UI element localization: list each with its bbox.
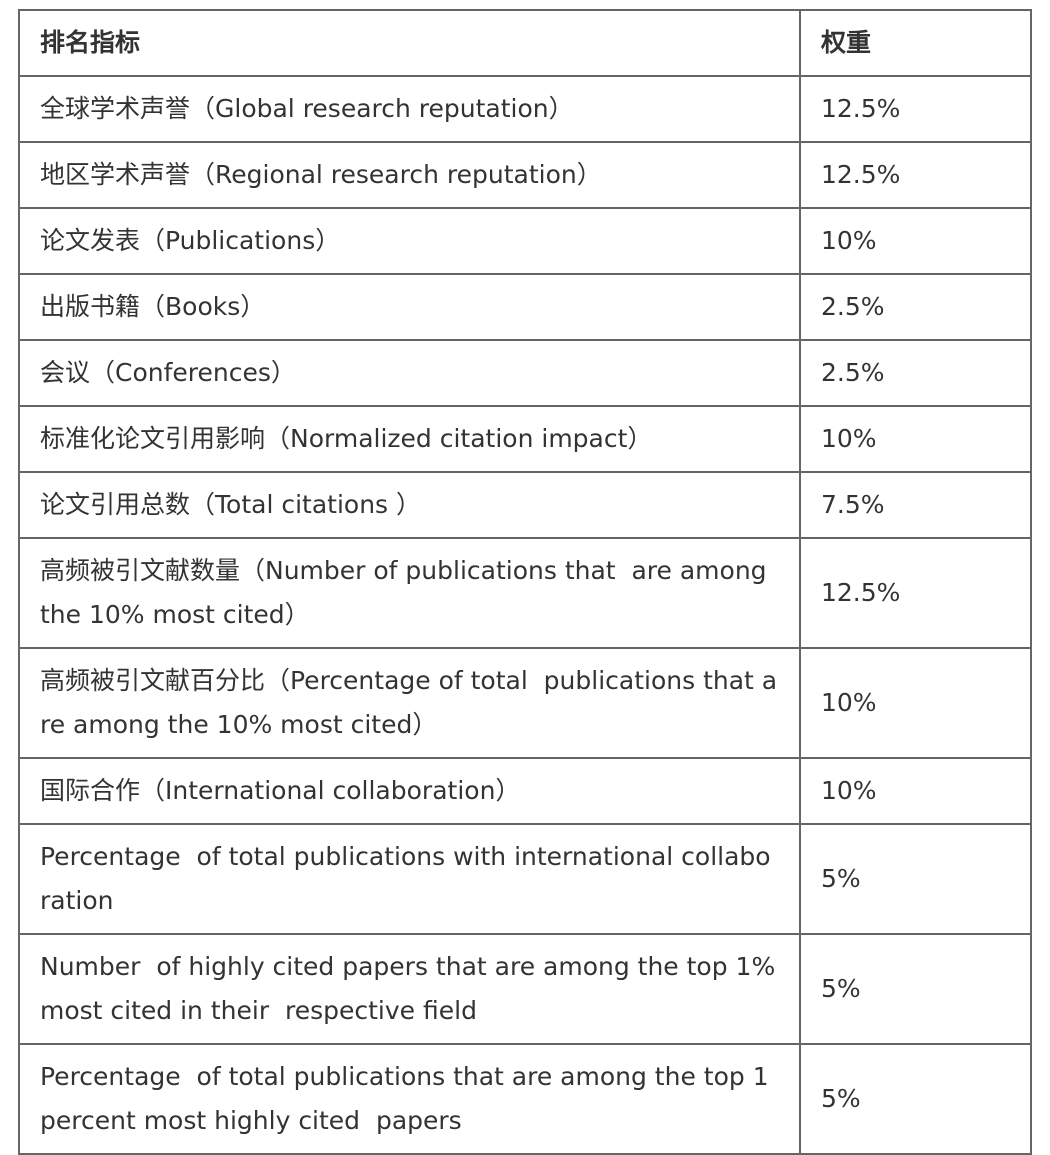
indicator-cell: Percentage of total publications that ar…: [18, 1043, 801, 1155]
ranking-table: 排名指标 权重 全球学术声誉（Global research reputatio…: [18, 9, 1032, 1155]
indicator-cell: 地区学术声誉（Regional research reputation）: [18, 141, 801, 209]
table-row: 全球学术声誉（Global research reputation） 12.5%: [18, 75, 1032, 143]
table-row: 标准化论文引用影响（Normalized citation impact） 10%: [18, 405, 1032, 473]
table-row: 高频被引文献百分比（Percentage of total publicatio…: [18, 647, 1032, 759]
weight-cell: 5%: [799, 933, 1032, 1045]
weight-cell: 10%: [799, 647, 1032, 759]
weight-cell: 2.5%: [799, 273, 1032, 341]
weight-cell: 5%: [799, 1043, 1032, 1155]
header-cell: 排名指标: [18, 9, 801, 77]
weight-cell: 12.5%: [799, 537, 1032, 649]
header-cell: 权重: [799, 9, 1032, 77]
weight-cell: 5%: [799, 823, 1032, 935]
weight-cell: 10%: [799, 207, 1032, 275]
weight-cell: 12.5%: [799, 141, 1032, 209]
indicator-cell: 国际合作（International collaboration）: [18, 757, 801, 825]
indicator-cell: 论文引用总数（Total citations ）: [18, 471, 801, 539]
table-row: Percentage of total publications that ar…: [18, 1043, 1032, 1155]
table-row: 论文引用总数（Total citations ） 7.5%: [18, 471, 1032, 539]
table-row: Percentage of total publications with in…: [18, 823, 1032, 935]
table-body: 排名指标 权重 全球学术声誉（Global research reputatio…: [18, 9, 1032, 1155]
indicator-cell: 全球学术声誉（Global research reputation）: [18, 75, 801, 143]
header-row: 排名指标 权重: [18, 9, 1032, 77]
table-row: Number of highly cited papers that are a…: [18, 933, 1032, 1045]
weight-cell: 12.5%: [799, 75, 1032, 143]
table-row: 会议（Conferences） 2.5%: [18, 339, 1032, 407]
indicator-cell: 高频被引文献百分比（Percentage of total publicatio…: [18, 647, 801, 759]
indicator-cell: 会议（Conferences）: [18, 339, 801, 407]
indicator-cell: Percentage of total publications with in…: [18, 823, 801, 935]
table-row: 国际合作（International collaboration） 10%: [18, 757, 1032, 825]
table-row: 论文发表（Publications） 10%: [18, 207, 1032, 275]
indicator-cell: 标准化论文引用影响（Normalized citation impact）: [18, 405, 801, 473]
weight-cell: 2.5%: [799, 339, 1032, 407]
weight-cell: 7.5%: [799, 471, 1032, 539]
weight-cell: 10%: [799, 405, 1032, 473]
indicator-cell: 出版书籍（Books）: [18, 273, 801, 341]
table-row: 地区学术声誉（Regional research reputation） 12.5…: [18, 141, 1032, 209]
table-row: 出版书籍（Books） 2.5%: [18, 273, 1032, 341]
table-row: 高频被引文献数量（Number of publications that are…: [18, 537, 1032, 649]
weight-cell: 10%: [799, 757, 1032, 825]
indicator-cell: Number of highly cited papers that are a…: [18, 933, 801, 1045]
indicator-cell: 论文发表（Publications）: [18, 207, 801, 275]
indicator-cell: 高频被引文献数量（Number of publications that are…: [18, 537, 801, 649]
